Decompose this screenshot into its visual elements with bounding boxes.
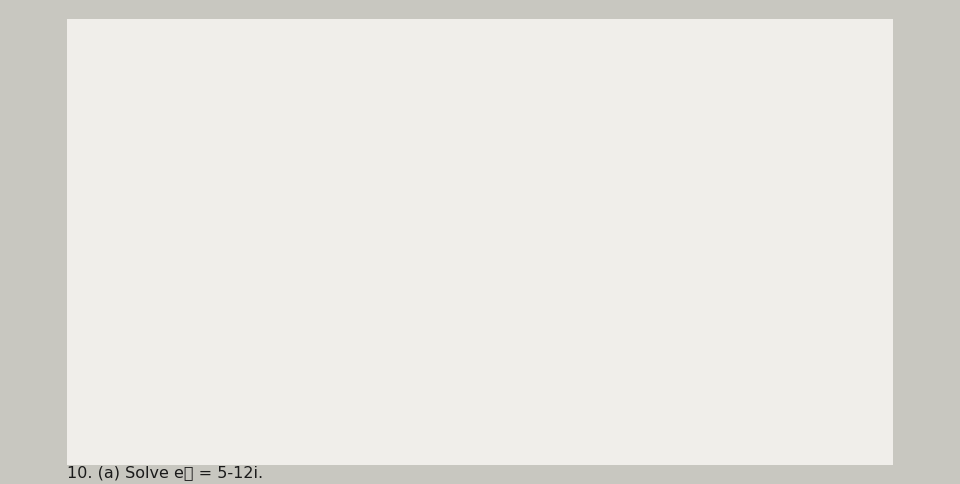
Text: (b) (2∠π/3)/(4+i3) =: (b) (2∠π/3)/(4+i3) = <box>509 97 673 112</box>
Text: 8.  Find the values of  z = √2+3i  in rectangular form.: 8. Find the values of z = √2+3i in recta… <box>67 218 588 236</box>
Text: (a) 2∠π/6+4∀60° =: (a) 2∠π/6+4∀60° = <box>125 97 283 112</box>
Text: for both f(z) and [f(z)]* to be analytic?: for both f(z) and [f(z)]* to be analytic… <box>178 416 484 431</box>
Text: 9.  Answer the follwing questions.: 9. Answer the follwing questions. <box>67 276 401 294</box>
Text: (a) Determine whether f(z)=3z²-zz* is differentiable.: (a) Determine whether f(z)=3z²-zz* is di… <box>125 324 544 339</box>
Text: 10. (a) Solve eᵺ = 5-12i.: 10. (a) Solve eᵺ = 5-12i. <box>67 465 263 480</box>
Text: 7.  Find answers in rectangular form.: 7. Find answers in rectangular form. <box>67 34 431 52</box>
Text: (b) Let f(z) be a complex function which is not constant. Is it possible: (b) Let f(z) be a complex function which… <box>125 373 679 388</box>
Text: (d) (2∠3π/4) · 5∀60° =: (d) (2∠3π/4) · 5∀60° = <box>509 155 692 170</box>
Text: (c) (3−i4)/(4+i2)*=: (c) (3−i4)/(4+i2)*= <box>125 155 279 170</box>
